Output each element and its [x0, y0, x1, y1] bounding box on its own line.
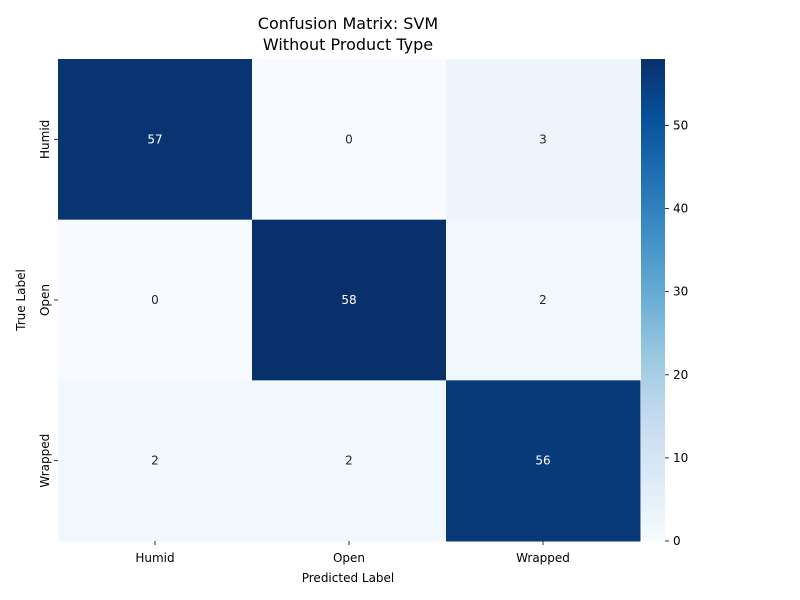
cell-value-label: 2	[539, 293, 547, 307]
x-axis-ticks: Humid Open Wrapped	[135, 541, 570, 565]
colorbar-tick-label: 0	[673, 534, 681, 548]
heatmap-cell	[58, 380, 253, 542]
y-tick-label: Open	[38, 284, 52, 316]
cell-value-label: 0	[345, 132, 353, 146]
colorbar-tick-label: 30	[673, 285, 688, 299]
cell-value-label: 58	[341, 293, 356, 307]
heatmap-cell	[446, 219, 641, 381]
heatmap-cell	[58, 219, 253, 381]
y-tick-label: Wrapped	[38, 434, 52, 488]
y-tick-label: Humid	[38, 120, 52, 159]
colorbar-tick-label: 20	[673, 368, 688, 382]
y-axis-ticks: Humid Open Wrapped	[38, 120, 58, 488]
x-tick-label: Humid	[135, 551, 174, 565]
heatmap-cell	[252, 219, 447, 381]
colorbar	[641, 59, 665, 541]
heatmap-cell	[252, 380, 447, 542]
colorbar-tick-label: 40	[673, 202, 688, 216]
cell-value-label: 3	[539, 132, 547, 146]
heatmap-cell	[446, 59, 641, 221]
x-axis-label: Predicted Label	[302, 571, 395, 585]
heatmap-cell	[58, 59, 253, 221]
cell-value-label: 57	[147, 132, 162, 146]
cell-value-label: 2	[345, 454, 353, 468]
x-tick-label: Open	[333, 551, 365, 565]
colorbar-tick-label: 10	[673, 451, 688, 465]
x-tick-label: Wrapped	[516, 551, 570, 565]
heatmap-cell	[252, 59, 447, 221]
colorbar-tick-label: 50	[673, 118, 688, 132]
colorbar-ticks: 0 10 20 30 40 50	[665, 118, 688, 548]
cell-value-label: 2	[151, 454, 159, 468]
cell-value-label: 0	[151, 293, 159, 307]
y-axis-label: True Label	[14, 269, 28, 332]
heatmap-cells: 57 0 3 0 58 2 2 2 56	[58, 59, 641, 542]
chart-title-line-1: Confusion Matrix: SVM	[258, 14, 438, 33]
cell-value-label: 56	[535, 454, 550, 468]
heatmap-cell	[446, 380, 641, 542]
chart-title-line-2: Without Product Type	[263, 35, 433, 54]
